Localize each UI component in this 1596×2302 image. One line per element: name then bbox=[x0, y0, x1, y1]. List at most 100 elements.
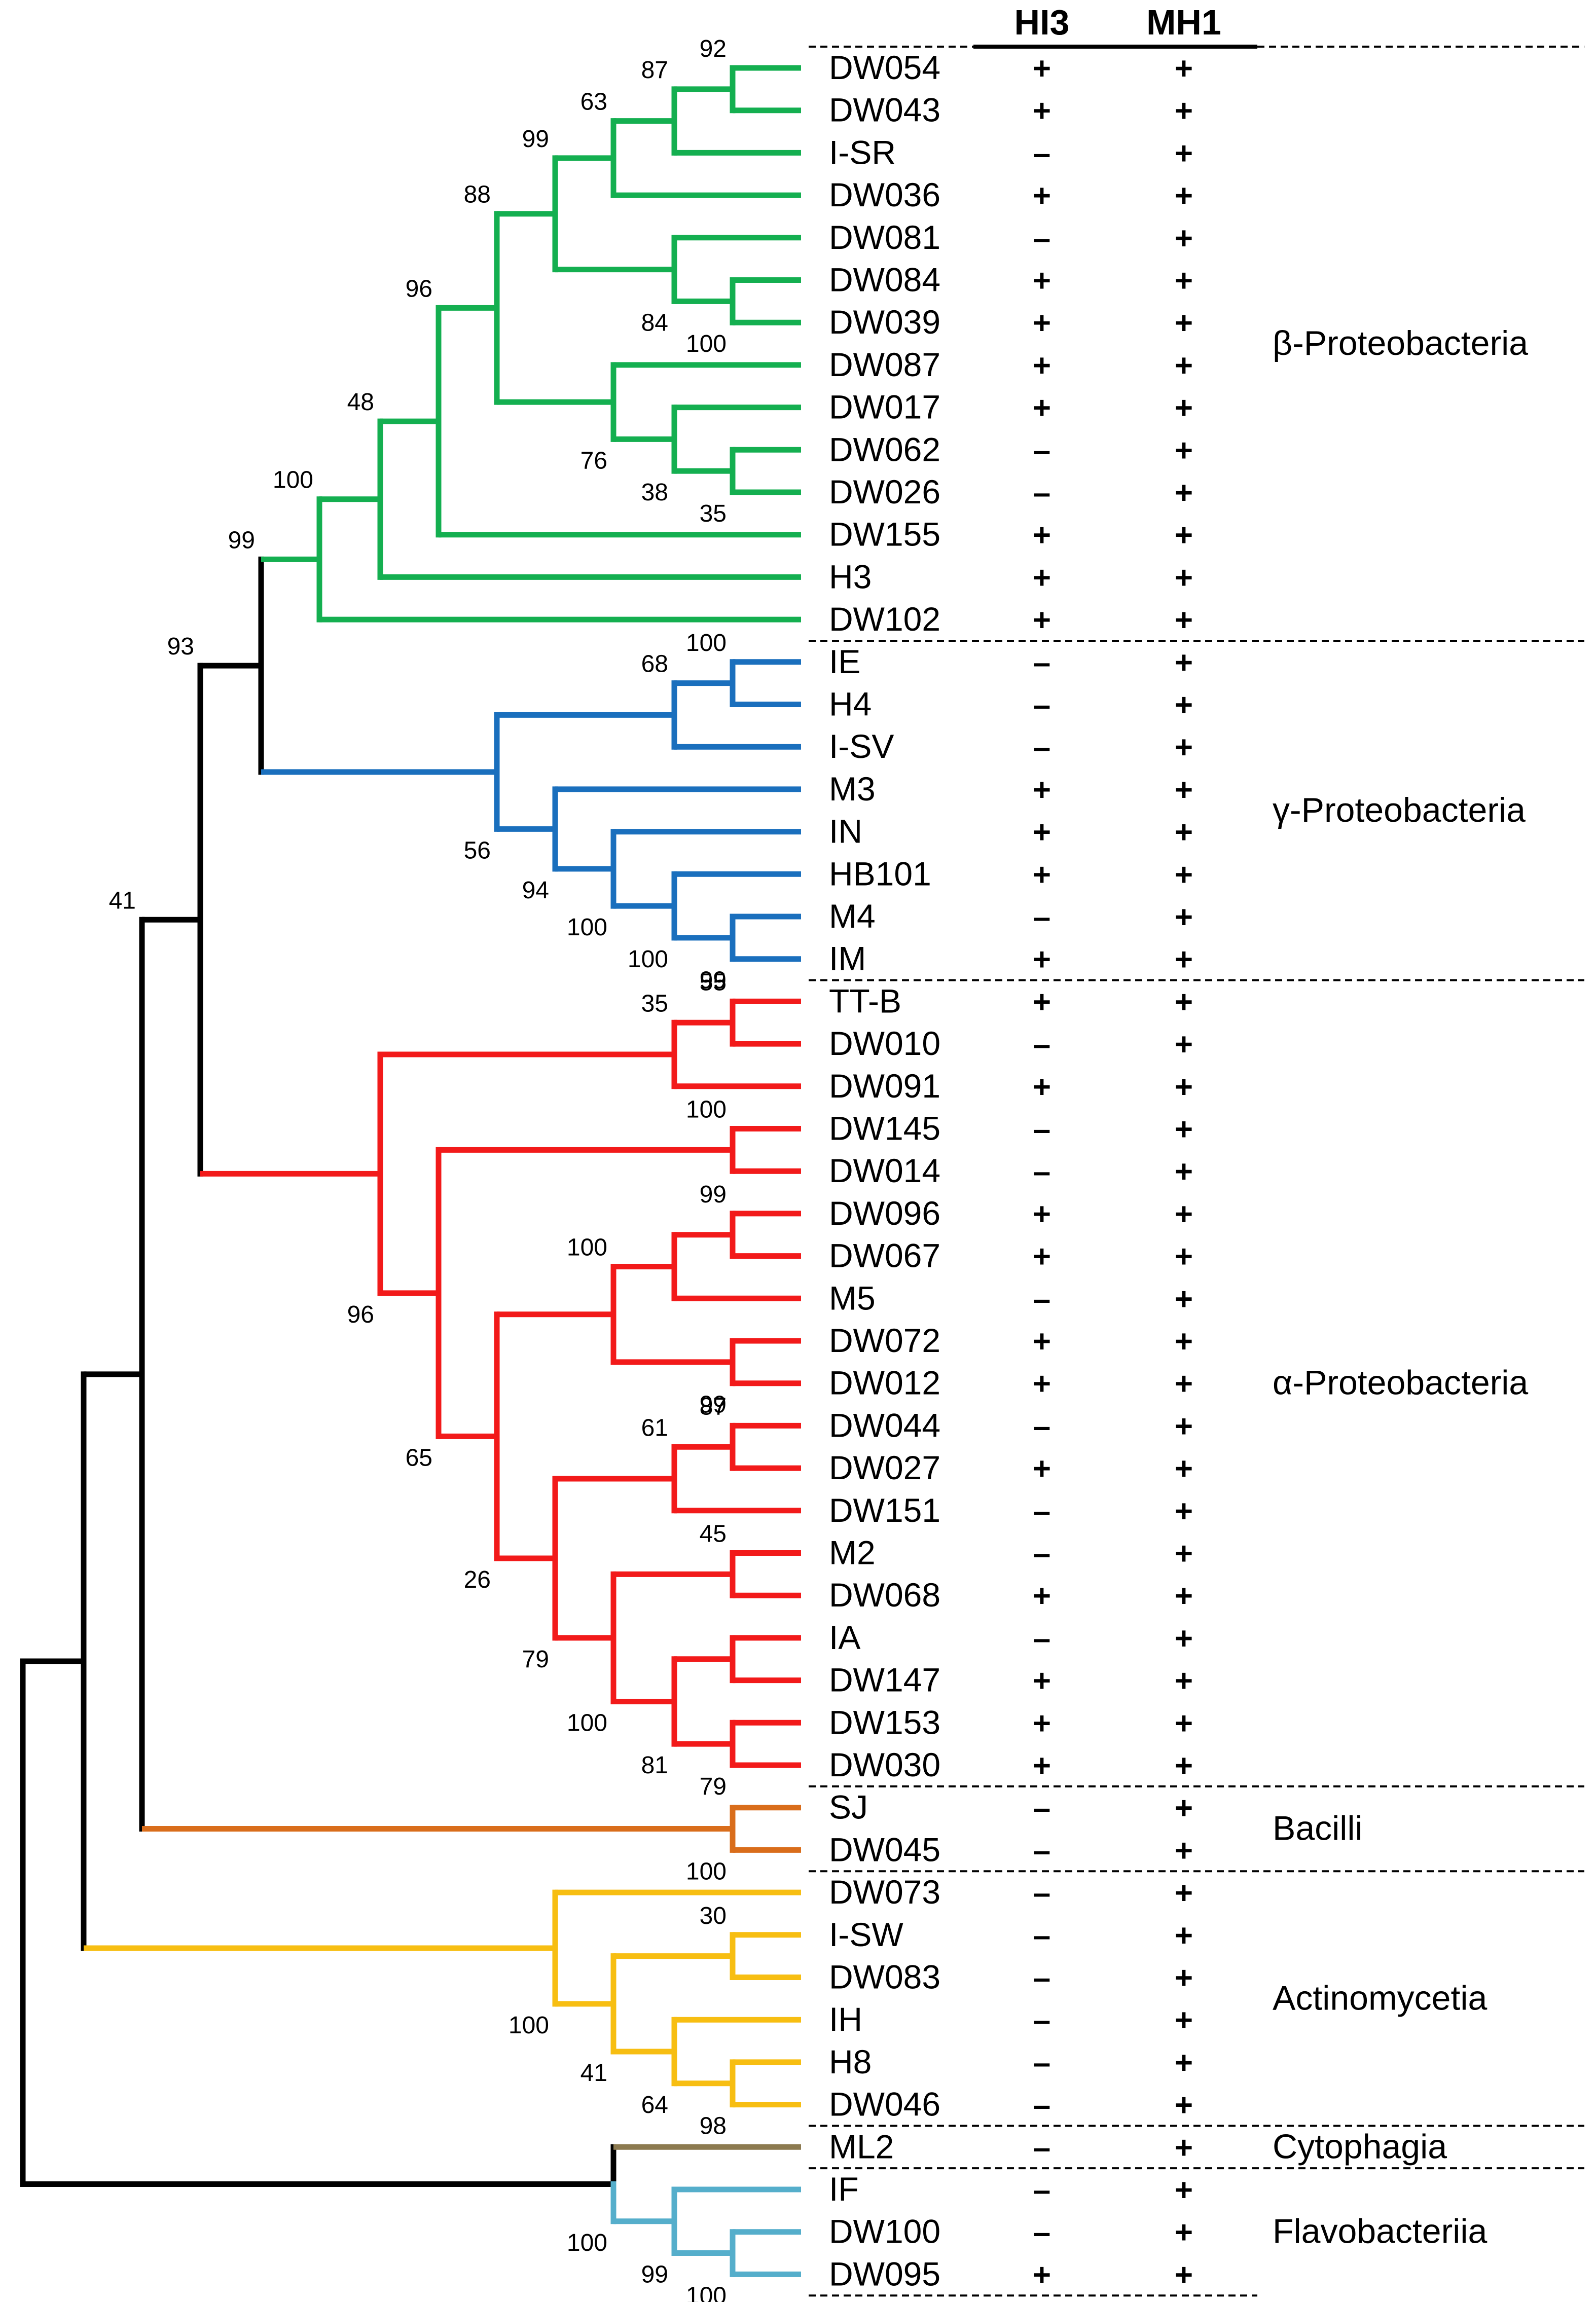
mh1-result: + bbox=[1175, 1876, 1193, 1911]
leaf-label: TT-B bbox=[829, 982, 901, 1019]
mh1-result: + bbox=[1175, 1070, 1193, 1105]
hi3-result: – bbox=[1033, 1409, 1050, 1444]
leaf-label: DW072 bbox=[829, 1322, 940, 1359]
mh1-result: + bbox=[1175, 1961, 1193, 1996]
mh1-result: + bbox=[1175, 433, 1193, 468]
mh1-result: + bbox=[1175, 773, 1193, 808]
hi3-result: – bbox=[1033, 1918, 1050, 1953]
mh1-result: + bbox=[1175, 2130, 1193, 2165]
mh1-result: + bbox=[1175, 306, 1193, 341]
hi3-result: + bbox=[1033, 391, 1051, 426]
leaf-label: H3 bbox=[829, 558, 872, 595]
bootstrap-value: 99 bbox=[700, 967, 727, 994]
hi3-result: – bbox=[1033, 1154, 1050, 1189]
clade-label: Flavobacteriia bbox=[1273, 2212, 1487, 2251]
leaf-label: M3 bbox=[829, 770, 876, 808]
mh1-result: + bbox=[1175, 857, 1193, 892]
leaf-label: DW096 bbox=[829, 1194, 940, 1232]
leaf-label: DW054 bbox=[829, 49, 940, 86]
leaf-label: DW017 bbox=[829, 388, 940, 426]
mh1-result: + bbox=[1175, 2045, 1193, 2080]
hi3-result: – bbox=[1033, 2045, 1050, 2080]
bootstrap-value: 99 bbox=[700, 1392, 727, 1418]
leaf-label: DW030 bbox=[829, 1746, 940, 1783]
mh1-result: + bbox=[1175, 1791, 1193, 1826]
mh1-result: + bbox=[1175, 1621, 1193, 1656]
leaf-label: I-SV bbox=[829, 727, 894, 765]
mh1-result: + bbox=[1175, 221, 1193, 256]
mh1-result: + bbox=[1175, 603, 1193, 638]
leaf-label: M2 bbox=[829, 1534, 876, 1572]
hi3-result: + bbox=[1033, 1070, 1051, 1105]
leaf-label: H4 bbox=[829, 685, 872, 723]
leaf-label: DW036 bbox=[829, 176, 940, 213]
bootstrap-value: 100 bbox=[273, 467, 313, 494]
hi3-result: – bbox=[1033, 1621, 1050, 1656]
mh1-result: + bbox=[1175, 1706, 1193, 1741]
hi3-result: + bbox=[1033, 1324, 1051, 1359]
leaf-label: DW026 bbox=[829, 473, 940, 510]
leaf-label: I-SR bbox=[829, 133, 896, 171]
mh1-result: + bbox=[1175, 2088, 1193, 2123]
mh1-result: + bbox=[1175, 1154, 1193, 1189]
leaf-label: DW100 bbox=[829, 2213, 940, 2250]
mh1-result: + bbox=[1175, 1112, 1193, 1147]
leaf-label: DW147 bbox=[829, 1661, 940, 1699]
bootstrap-value: 45 bbox=[700, 1521, 727, 1548]
bootstrap-value: 96 bbox=[347, 1301, 374, 1328]
mh1-result: + bbox=[1175, 1494, 1193, 1529]
clade-labels: β-Proteobacteria γ-Proteobacteria α-Proteo… bbox=[1273, 324, 1528, 2251]
bootstrap-value: 68 bbox=[641, 651, 668, 678]
mh1-result: + bbox=[1175, 1239, 1193, 1274]
mh1-result: + bbox=[1175, 1324, 1193, 1359]
hi3-result: – bbox=[1033, 1791, 1050, 1826]
leaf-label: DW155 bbox=[829, 516, 940, 553]
hi3-result: + bbox=[1033, 815, 1051, 850]
bootstrap-value: 30 bbox=[700, 1903, 727, 1929]
hi3-result: + bbox=[1033, 1367, 1051, 1402]
mh1-result: + bbox=[1175, 136, 1193, 171]
bootstrap-value: 76 bbox=[581, 447, 607, 474]
hi3-result: – bbox=[1033, 1833, 1050, 1868]
hi3-result: + bbox=[1033, 1748, 1051, 1783]
hi3-result: – bbox=[1033, 645, 1050, 680]
bootstrap-value: 98 bbox=[700, 2113, 727, 2140]
clade-label: α-Proteobacteria bbox=[1273, 1364, 1528, 1402]
clade-label: γ-Proteobacteria bbox=[1273, 791, 1526, 829]
mh1-result: + bbox=[1175, 2173, 1193, 2208]
leaf-label: DW010 bbox=[829, 1025, 940, 1062]
clade-label: Bacilli bbox=[1273, 1809, 1363, 1848]
hi3-result: – bbox=[1033, 2003, 1050, 2038]
hi3-result: + bbox=[1033, 1664, 1051, 1699]
bootstrap-value: 26 bbox=[464, 1566, 491, 1593]
leaf-label: DW073 bbox=[829, 1873, 940, 1911]
clade-label: β-Proteobacteria bbox=[1273, 324, 1528, 362]
clade-label: Cytophagia bbox=[1273, 2127, 1447, 2166]
bootstrap-value: 84 bbox=[641, 309, 668, 336]
leaf-label: DW153 bbox=[829, 1703, 940, 1741]
leaf-label: DW068 bbox=[829, 1576, 940, 1614]
mh1-result: + bbox=[1175, 2003, 1193, 2038]
hi3-result: + bbox=[1033, 560, 1051, 595]
mh1-result: + bbox=[1175, 645, 1193, 680]
hi3-result: – bbox=[1033, 476, 1050, 510]
hi3-result: – bbox=[1033, 1112, 1050, 1147]
bootstrap-value: 87 bbox=[641, 57, 668, 84]
hi3-result: + bbox=[1033, 1579, 1051, 1614]
bootstrap-value: 100 bbox=[509, 2012, 549, 2039]
leaf-label: DW012 bbox=[829, 1364, 940, 1402]
bootstrap-value: 81 bbox=[641, 1752, 668, 1779]
hi3-result: + bbox=[1033, 857, 1051, 892]
leaf-label: DW084 bbox=[829, 261, 940, 299]
hi3-result: – bbox=[1033, 2173, 1050, 2208]
tree-branches bbox=[20, 65, 801, 2277]
mh1-result: + bbox=[1175, 1451, 1193, 1486]
hi3-result: + bbox=[1033, 518, 1051, 553]
hi3-result: + bbox=[1033, 603, 1051, 638]
mh1-result: + bbox=[1175, 942, 1193, 977]
leaf-label: DW087 bbox=[829, 346, 940, 383]
bootstrap-value: 35 bbox=[641, 990, 668, 1017]
leaf-label: SJ bbox=[829, 1788, 868, 1826]
hi3-result: – bbox=[1033, 433, 1050, 468]
leaf-label: DW027 bbox=[829, 1449, 940, 1486]
